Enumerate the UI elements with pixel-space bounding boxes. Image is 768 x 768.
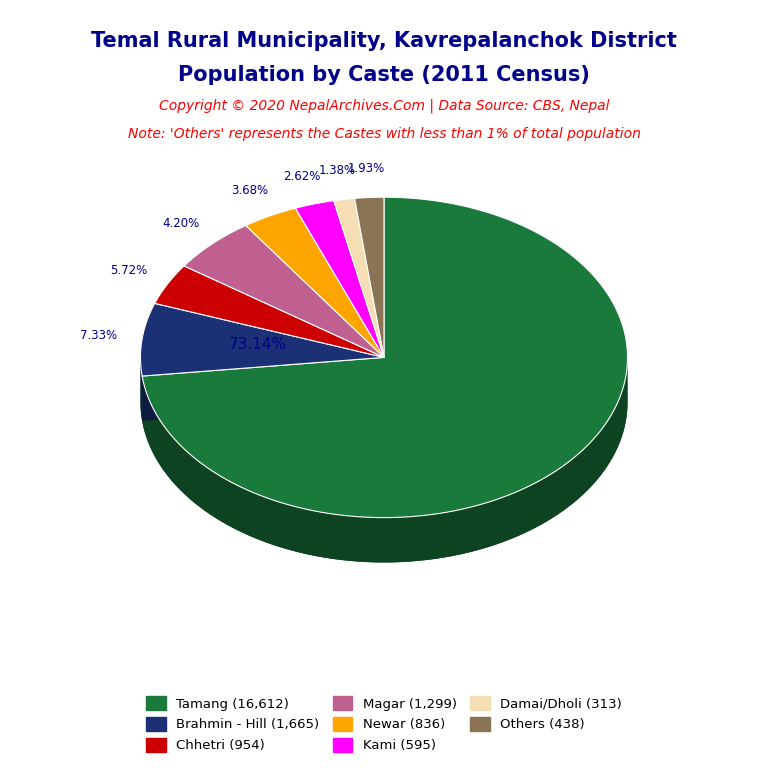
Polygon shape	[334, 198, 384, 357]
Polygon shape	[142, 197, 627, 518]
Text: 4.20%: 4.20%	[163, 217, 200, 230]
Polygon shape	[296, 200, 384, 357]
Polygon shape	[355, 197, 384, 357]
Polygon shape	[154, 266, 384, 357]
Text: Copyright © 2020 NepalArchives.Com | Data Source: CBS, Nepal: Copyright © 2020 NepalArchives.Com | Dat…	[159, 98, 609, 113]
Polygon shape	[141, 358, 142, 421]
Text: 73.14%: 73.14%	[228, 337, 286, 352]
Polygon shape	[141, 303, 384, 376]
Polygon shape	[184, 226, 384, 357]
Polygon shape	[141, 357, 627, 562]
Polygon shape	[142, 359, 627, 562]
Text: 1.38%: 1.38%	[319, 164, 356, 177]
Text: 1.93%: 1.93%	[348, 162, 386, 175]
Text: 5.72%: 5.72%	[110, 264, 147, 277]
Polygon shape	[142, 357, 384, 421]
Text: Note: 'Others' represents the Castes with less than 1% of total population: Note: 'Others' represents the Castes wit…	[127, 127, 641, 141]
Text: Population by Caste (2011 Census): Population by Caste (2011 Census)	[178, 65, 590, 85]
Text: 3.68%: 3.68%	[230, 184, 268, 197]
Text: 7.33%: 7.33%	[80, 329, 117, 343]
Legend: Tamang (16,612), Brahmin - Hill (1,665), Chhetri (954), Magar (1,299), Newar (83: Tamang (16,612), Brahmin - Hill (1,665),…	[141, 691, 627, 757]
Polygon shape	[142, 357, 384, 421]
Polygon shape	[246, 208, 384, 357]
Text: 2.62%: 2.62%	[283, 170, 320, 183]
Text: Temal Rural Municipality, Kavrepalanchok District: Temal Rural Municipality, Kavrepalanchok…	[91, 31, 677, 51]
